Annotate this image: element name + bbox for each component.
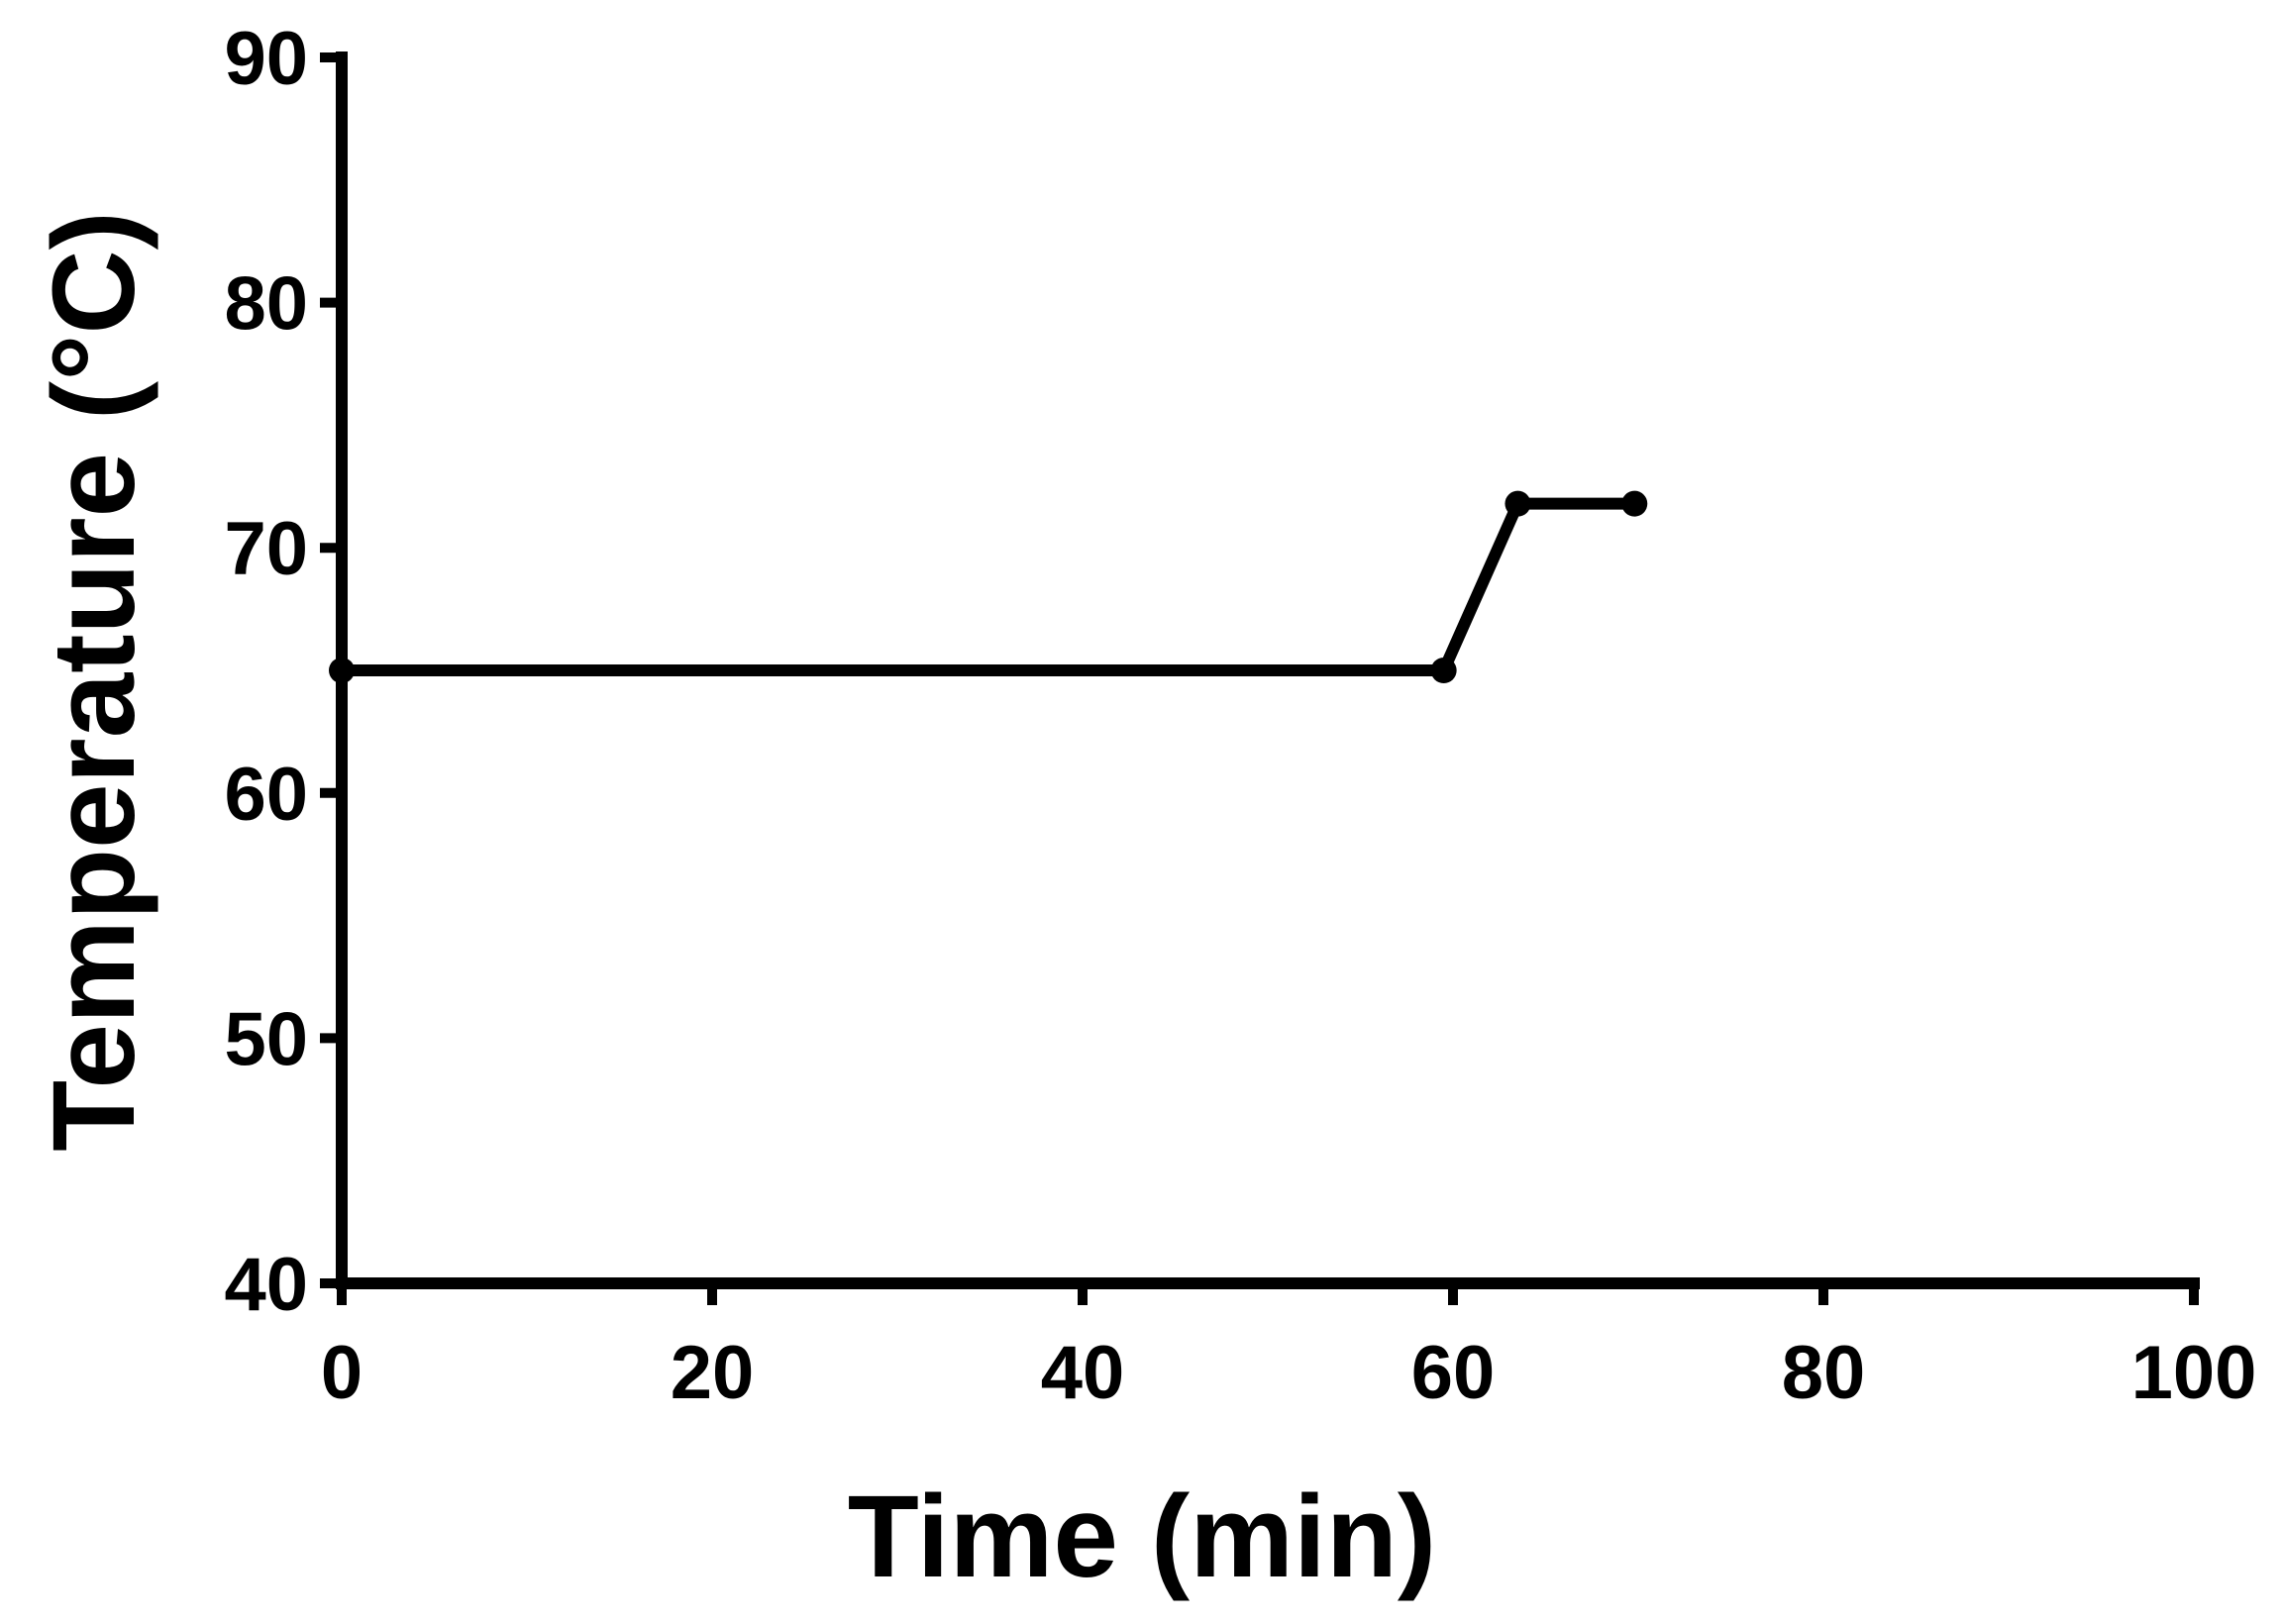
y-tick-label: 80: [224, 262, 308, 347]
series-line: [336, 497, 1641, 676]
y-tick-label: 90: [224, 17, 308, 101]
data-point: [329, 658, 355, 683]
x-tick-label: 100: [2131, 1331, 2257, 1415]
series-layer: [329, 490, 1648, 683]
y-tick-label: 50: [224, 997, 308, 1081]
data-point: [1505, 490, 1531, 517]
x-axis-title: Time (min): [848, 1472, 1436, 1602]
y-tick-label: 60: [224, 753, 308, 837]
x-tick-label: 80: [1782, 1331, 1866, 1415]
x-tick-label: 20: [671, 1331, 755, 1415]
data-point: [1430, 658, 1457, 683]
x-tick-label: 60: [1411, 1331, 1496, 1415]
x-axis-ticks: 0 20 40 60 80 100: [321, 1283, 2257, 1415]
y-axis-ticks: 40 50 60 70 80 90: [224, 17, 342, 1327]
data-point: [1621, 490, 1648, 517]
x-tick-label: 40: [1041, 1331, 1125, 1415]
y-axis-title: Temperature (°C): [29, 211, 159, 1152]
y-tick-label: 40: [224, 1243, 308, 1327]
x-tick-label: 0: [321, 1331, 363, 1415]
y-tick-label: 70: [224, 507, 308, 591]
